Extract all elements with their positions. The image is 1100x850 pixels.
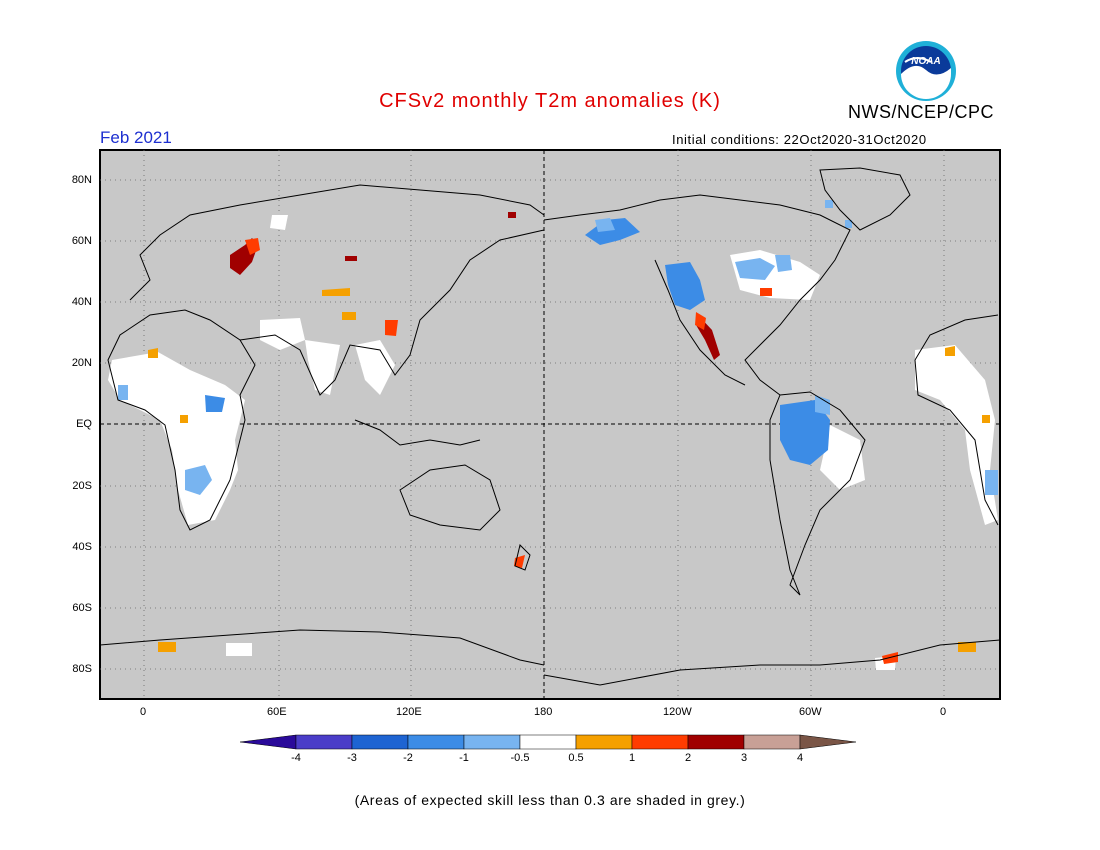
colorbar-swatch [687, 734, 745, 750]
colorbar-swatch [575, 734, 633, 750]
coastlines [99, 167, 1001, 686]
lon-label: 120W [663, 706, 692, 718]
colorbar-swatch [519, 734, 577, 750]
forecast-month: Feb 2021 [100, 128, 172, 147]
colorbar-arrow-low [239, 734, 297, 750]
colorbar-label: -0.5 [510, 752, 530, 764]
skill-footnote: (Areas of expected skill less than 0.3 a… [354, 792, 746, 808]
colorbar-label: 0.5 [568, 752, 584, 764]
lat-label: EQ [76, 418, 92, 430]
colorbar-label: -4 [291, 752, 301, 764]
lat-label: 60N [71, 235, 92, 247]
initial-conditions: Initial conditions: 22Oct2020-31Oct2020 [672, 132, 927, 147]
lat-label: 80S [72, 663, 92, 675]
lon-label: 60E [267, 706, 287, 718]
colorbar-swatch [743, 734, 801, 750]
warm-anomalies [148, 212, 990, 664]
colorbar-swatch [351, 734, 409, 750]
colorbar-swatch [631, 734, 689, 750]
lon-label: 120E [396, 706, 422, 718]
colorbar-label: 1 [628, 752, 636, 764]
lat-label: 40N [71, 296, 92, 308]
colorbar-swatch [295, 734, 353, 750]
lat-label: 20N [71, 357, 92, 369]
colorbar-label: -1 [459, 752, 469, 764]
colorbar-swatch [463, 734, 521, 750]
lon-label: 0 [940, 706, 947, 718]
colorbar-label: 2 [684, 752, 692, 764]
colorbar-label: -2 [403, 752, 413, 764]
colorbar-label: 4 [796, 752, 804, 764]
lon-label: 0 [140, 706, 147, 718]
lon-label: 180 [534, 706, 553, 718]
cold-anomalies [118, 200, 998, 495]
lat-label: 80N [71, 174, 92, 186]
map-title: CFSv2 monthly T2m anomalies (K) [379, 90, 721, 112]
logo-text: NOAA [911, 56, 940, 67]
organization-label: NWS/NCEP/CPC [848, 102, 995, 122]
lat-label: 60S [72, 602, 92, 614]
colorbar-label: -3 [347, 752, 357, 764]
lon-label: 60W [799, 706, 822, 718]
reference-lines [100, 150, 1000, 699]
colorbar-arrow-high [799, 734, 857, 750]
colorbar-swatch [407, 734, 465, 750]
noaa-logo: NOAA [895, 40, 957, 102]
colorbar-label: 3 [740, 752, 748, 764]
lat-label: 40S [72, 541, 92, 553]
lat-label: 20S [72, 480, 92, 492]
